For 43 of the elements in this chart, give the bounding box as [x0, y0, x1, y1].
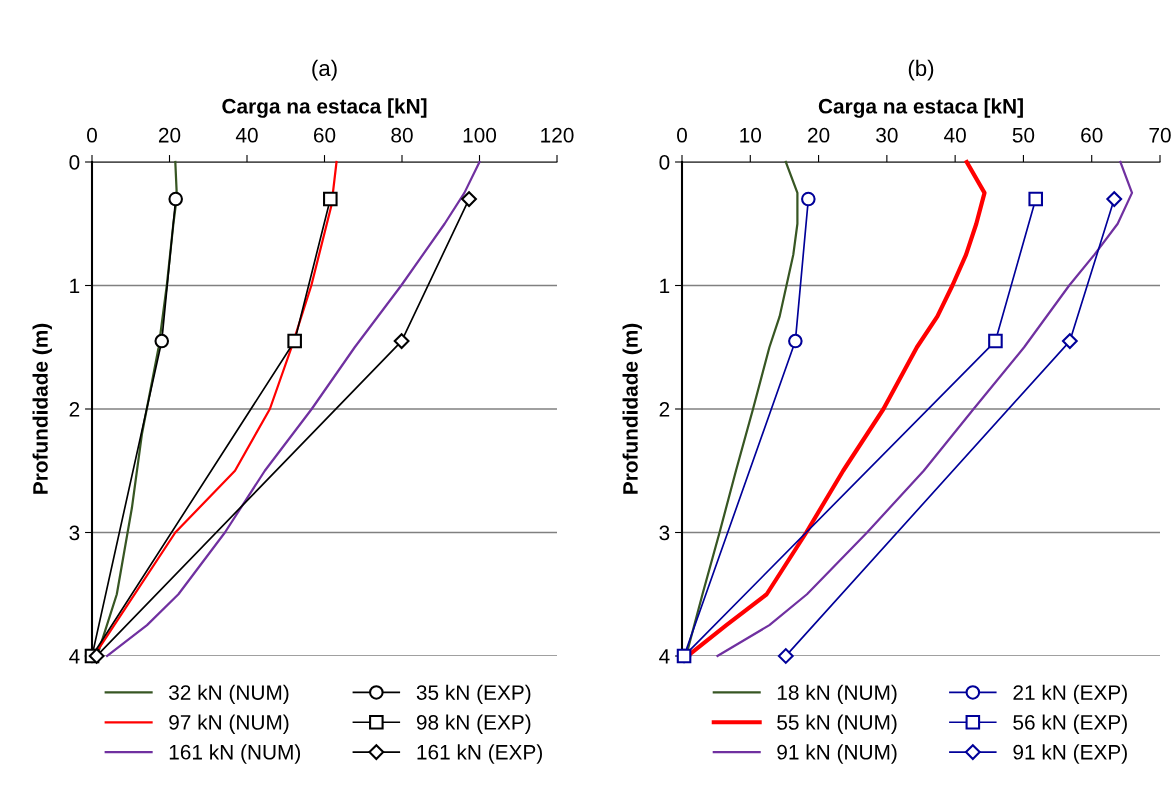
- x-tick-label: 80: [391, 127, 413, 143]
- legend-label: 32 kN (NUM): [169, 684, 289, 705]
- legend-label: 21 kN (EXP): [1013, 684, 1127, 705]
- y-tick-label: 2: [659, 402, 670, 417]
- legend-label: 161 kN (EXP): [417, 744, 542, 764]
- x-tick-label: 20: [808, 127, 830, 143]
- x-tick-label: 50: [1012, 127, 1035, 143]
- legend-label: 35 kN (EXP): [416, 684, 531, 705]
- chart-title: (a): [312, 59, 337, 81]
- x-axis-title: Carga na estaca [kN]: [222, 98, 427, 118]
- x-tick-label: 100: [463, 127, 497, 143]
- x-tick-label: 30: [876, 127, 898, 143]
- legend-label: 18 kN (NUM): [777, 684, 897, 705]
- y-tick-label: 0: [659, 155, 670, 170]
- x-tick-label: 0: [677, 127, 687, 143]
- x-tick-label: 20: [158, 127, 181, 143]
- legend-label: 91 kN (NUM): [777, 744, 897, 764]
- x-tick-label: 70: [1149, 127, 1171, 143]
- x-tick-label: 60: [1081, 127, 1103, 143]
- y-tick-label: 2: [69, 402, 80, 417]
- y-tick-label: 3: [659, 525, 670, 541]
- y-tick-label: 4: [659, 649, 670, 664]
- legend-label: 97 kN (NUM): [169, 714, 289, 734]
- x-tick-label: 40: [235, 127, 258, 143]
- chart-title: (b): [908, 59, 934, 81]
- y-tick-label: 3: [69, 525, 80, 541]
- legend-label: 161 kN (NUM): [169, 744, 301, 764]
- legend-label: 55 kN (NUM): [777, 714, 897, 734]
- x-tick-label: 0: [87, 127, 97, 143]
- x-tick-label: 40: [944, 127, 966, 143]
- x-tick-label: 60: [313, 127, 336, 143]
- y-axis-title: Profundidade (m): [622, 323, 642, 494]
- y-axis-title: Profundidade (m): [32, 323, 52, 494]
- x-tick-label: 120: [541, 127, 574, 143]
- x-axis-title: Carga na estaca [kN]: [818, 98, 1023, 118]
- legend-label: 56 kN (EXP): [1013, 714, 1127, 734]
- y-tick-label: 1: [660, 278, 670, 294]
- x-tick-label: 10: [740, 127, 762, 143]
- legend-label: 91 kN (EXP): [1013, 744, 1127, 764]
- y-tick-label: 4: [69, 649, 80, 664]
- y-tick-label: 1: [70, 278, 80, 294]
- legend-label: 98 kN (EXP): [416, 714, 531, 734]
- y-tick-label: 0: [69, 155, 80, 170]
